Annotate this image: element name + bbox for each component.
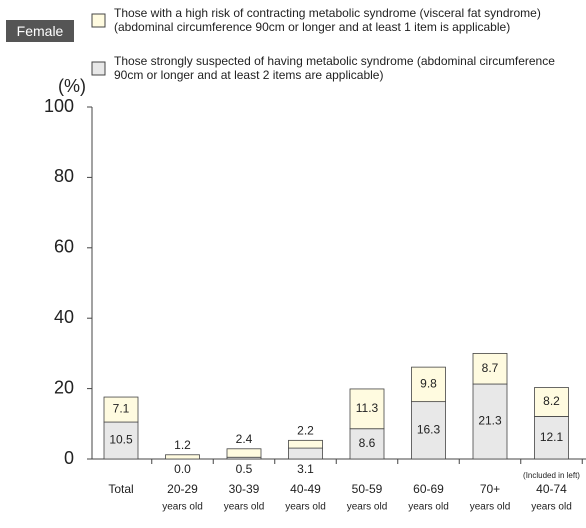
x-tick-label: Total <box>108 482 133 496</box>
legend-swatch <box>91 61 106 76</box>
bar-segment <box>103 396 139 423</box>
x-tick-sublabel: years old <box>470 502 511 513</box>
y-tick-label: 40 <box>54 307 74 327</box>
y-tick-label: 100 <box>44 96 74 116</box>
value-label: 8.7 <box>482 361 499 375</box>
value-label: 8.6 <box>359 436 376 450</box>
value-label: 16.3 <box>417 422 441 436</box>
y-tick-label: 80 <box>54 166 74 186</box>
y-axis-label: (%) <box>58 76 86 96</box>
value-label: 11.3 <box>356 401 379 415</box>
bar-segment <box>472 352 508 385</box>
x-tick-sublabel: years old <box>408 502 449 513</box>
legend-label: Those with a high risk of contracting me… <box>114 6 541 34</box>
x-tick-label: 70+ <box>480 482 500 496</box>
value-label: 2.2 <box>297 424 314 438</box>
bar-segment <box>349 428 385 460</box>
x-tick-sublabel: years old <box>347 502 388 513</box>
x-tick-label: 60-69 <box>413 482 444 496</box>
subtitle-tag: Female <box>6 20 74 42</box>
value-label: 21.3 <box>478 414 502 428</box>
value-label: 7.1 <box>113 402 130 416</box>
bar-segment <box>165 454 200 460</box>
x-tick-sublabel: years old <box>224 502 265 513</box>
value-label: 3.1 <box>297 462 314 476</box>
value-label: 1.2 <box>174 438 191 452</box>
value-label: 12.1 <box>540 430 564 444</box>
bar-segment <box>226 448 262 458</box>
value-label: 2.4 <box>236 432 253 446</box>
x-tick-label: 40-74 <box>536 482 567 496</box>
bar-segment <box>411 366 446 403</box>
x-tick-label: 30-39 <box>229 482 260 496</box>
bar-segment <box>534 387 569 417</box>
value-label: 0.0 <box>174 462 191 476</box>
bar-segment <box>288 447 323 460</box>
bar-segment <box>349 388 385 430</box>
legend-label: Those strongly suspected of having metab… <box>114 54 555 82</box>
x-tick-label: 20-29 <box>167 482 198 496</box>
x-tick-label: 40-49 <box>290 482 321 496</box>
legend-swatch <box>91 13 106 28</box>
x-tick-note: (Included in left) <box>523 471 580 480</box>
x-tick-sublabel: years old <box>531 502 572 513</box>
y-tick-label: 60 <box>54 237 74 257</box>
x-tick-sublabel: years old <box>285 502 326 513</box>
value-label: 9.8 <box>420 377 437 391</box>
y-tick-label: 20 <box>54 377 74 397</box>
value-label: 8.2 <box>543 394 560 408</box>
value-label: 0.5 <box>236 462 253 476</box>
bar-segment <box>472 383 508 460</box>
x-tick-sublabel: years old <box>162 502 203 513</box>
x-tick-label: 50-59 <box>352 482 383 496</box>
bar-segment <box>534 416 569 460</box>
bar-segment <box>288 439 323 449</box>
value-label: 10.5 <box>109 433 133 447</box>
y-tick-label: 0 <box>64 448 74 468</box>
